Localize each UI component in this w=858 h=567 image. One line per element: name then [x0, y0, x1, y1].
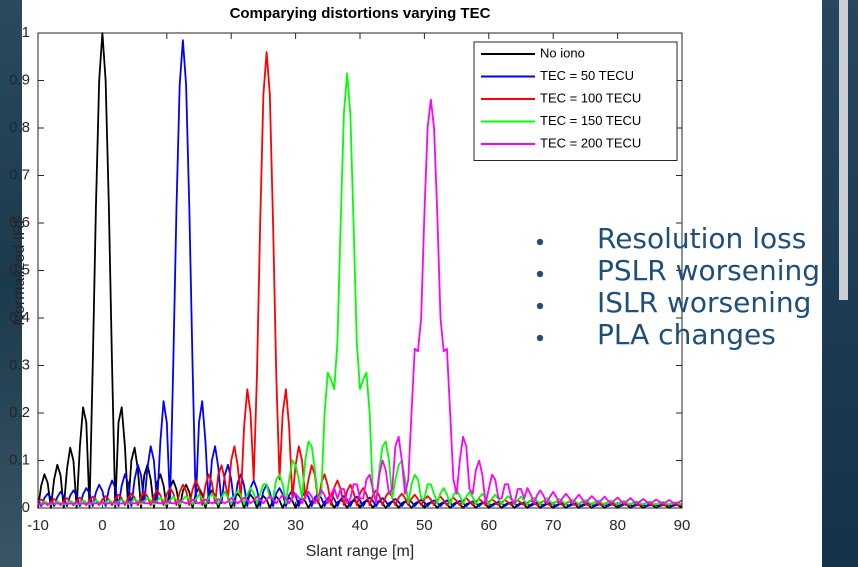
x-tick-label: 60 [480, 517, 497, 534]
bullet-text: PSLR worsening [597, 254, 820, 287]
bullet-dot [536, 302, 544, 310]
x-tick-label: 0 [98, 517, 106, 534]
bullet-dot [536, 334, 544, 342]
bullet-text: ISLR worsening [597, 286, 811, 319]
legend: No iono TEC = 50 TECU TEC = 100 TECU TEC = … [473, 41, 678, 161]
legend-label: TEC = 150 TECU [540, 113, 641, 128]
background-left [0, 0, 22, 567]
y-tick-label: 0.1 [9, 451, 30, 468]
y-tick-label: 0.4 [9, 309, 30, 326]
legend-label: TEC = 50 TECU [540, 68, 634, 83]
legend-label: No iono [540, 45, 585, 60]
x-tick-label: 40 [352, 517, 369, 534]
data-line [37, 51, 683, 507]
x-axis-label: Slant range [m] [306, 543, 415, 560]
side-bar [839, 0, 848, 300]
bullet-text: PLA changes [597, 318, 776, 351]
x-tick-label: -10 [27, 517, 49, 534]
plot-frame [37, 32, 683, 509]
x-tick-label: 90 [674, 517, 691, 534]
bullet-dot [536, 238, 544, 246]
x-tick-label: 30 [287, 517, 304, 534]
chart-title: Comparying distortions varying TEC [230, 5, 491, 22]
plot: -10 0 10 20 30 40 50 60 70 80 9000.10.20.30.40.50.… [9, 24, 690, 534]
x-tick-label: 20 [223, 517, 240, 534]
y-tick-label: 0.5 [9, 261, 30, 278]
x-tick-label: 10 [158, 517, 175, 534]
y-axis-label: Normalized IRF [11, 214, 28, 325]
y-tick-label: 0.9 [9, 71, 30, 88]
bullet-text: Resolution loss [597, 222, 806, 255]
y-tick-label: 1 [22, 24, 30, 41]
x-tick-label: 50 [416, 517, 433, 534]
legend-box [473, 41, 678, 161]
y-tick-label: 0.7 [9, 166, 30, 183]
legend-label: TEC = 200 TECU [540, 135, 641, 150]
x-tick-label: 80 [609, 517, 626, 534]
y-tick-label: 0.2 [9, 404, 30, 421]
y-tick-label: 0 [22, 499, 30, 516]
y-tick-label: 0.8 [9, 119, 30, 136]
data-line [37, 98, 683, 506]
y-tick-label: 0.3 [9, 356, 30, 373]
bullet-dot [536, 270, 544, 278]
x-tick-label: 70 [545, 517, 562, 534]
legend-label: TEC = 100 TECU [540, 90, 641, 105]
y-tick-label: 0.6 [9, 214, 30, 231]
